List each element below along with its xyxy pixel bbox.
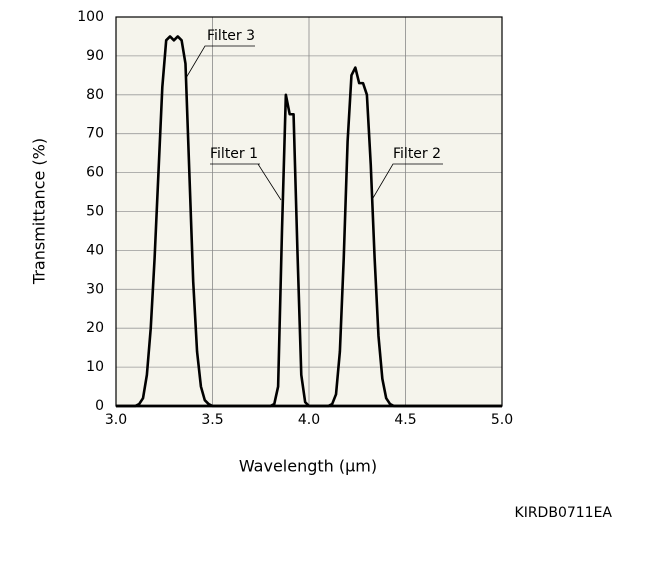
leaders bbox=[185, 45, 443, 201]
annotation: Filter 1 bbox=[210, 146, 258, 162]
y-tick-label: 30 bbox=[86, 281, 104, 297]
annotation: Filter 2 bbox=[393, 146, 441, 162]
figure-code: KIRDB0711EA bbox=[515, 505, 613, 521]
y-tick-label: 60 bbox=[86, 165, 104, 181]
x-tick-label: 5.0 bbox=[491, 412, 513, 428]
y-tick-label: 100 bbox=[77, 9, 104, 25]
plot-border bbox=[115, 16, 503, 407]
y-tick-label: 0 bbox=[95, 398, 104, 414]
transmittance-curve bbox=[116, 93, 502, 408]
y-tick-label: 40 bbox=[86, 242, 104, 258]
x-axis-label: Wavelength (μm) bbox=[239, 457, 377, 476]
annotation: Filter 3 bbox=[207, 28, 255, 44]
leader-line bbox=[185, 45, 255, 79]
y-tick-label: 70 bbox=[86, 126, 104, 142]
x-tick-label: 4.5 bbox=[394, 412, 416, 428]
leader-line bbox=[210, 163, 282, 201]
y-tick-label: 20 bbox=[86, 320, 104, 336]
leader-line bbox=[372, 163, 443, 199]
y-tick-label: 50 bbox=[86, 204, 104, 220]
x-tick-label: 3.0 bbox=[105, 412, 127, 428]
x-tick-label: 4.0 bbox=[298, 412, 320, 428]
curves bbox=[116, 35, 502, 408]
y-tick-label: 10 bbox=[86, 359, 104, 375]
x-tick-label: 3.5 bbox=[201, 412, 223, 428]
y-tick-label: 80 bbox=[86, 87, 104, 103]
transmittance-curve bbox=[116, 35, 502, 408]
y-tick-label: 90 bbox=[86, 48, 104, 64]
transmittance-curve bbox=[116, 66, 502, 408]
y-axis-label: Transmittance (%) bbox=[30, 138, 49, 285]
